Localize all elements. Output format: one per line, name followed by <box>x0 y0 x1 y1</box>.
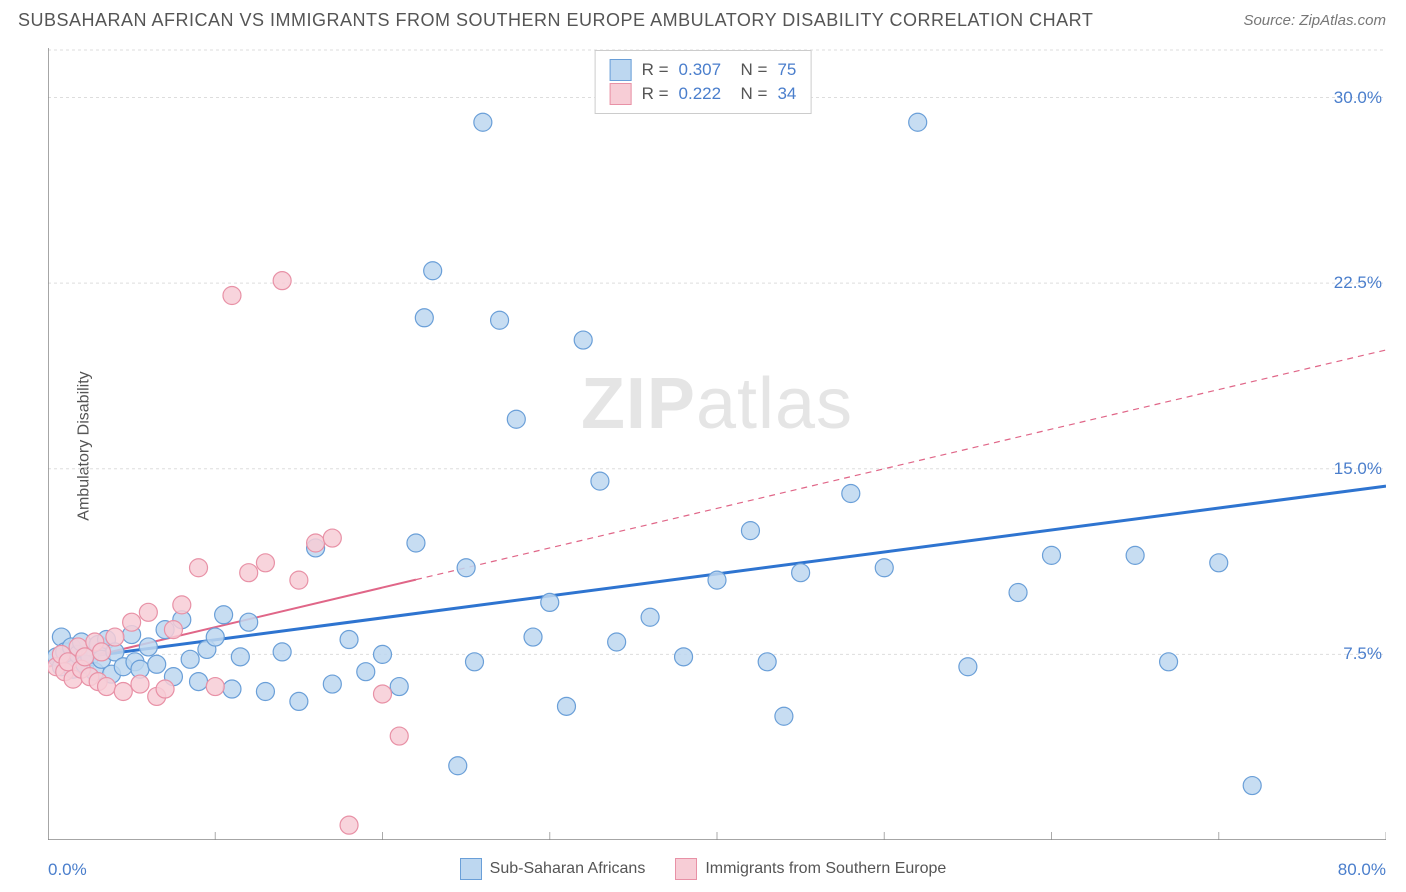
chart-title: SUBSAHARAN AFRICAN VS IMMIGRANTS FROM SO… <box>18 10 1093 31</box>
chart-source: Source: ZipAtlas.com <box>1243 12 1386 29</box>
legend-label-1: Sub-Saharan Africans <box>490 860 646 878</box>
legend-swatch-pink <box>675 858 697 880</box>
legend-swatch-pink <box>610 83 632 105</box>
correlation-legend: R = 0.307 N = 75 R = 0.222 N = 34 <box>595 50 812 114</box>
scatter-plot-svg <box>48 48 1386 840</box>
legend-swatch-blue <box>610 59 632 81</box>
y-tick-label: 22.5% <box>1334 273 1382 293</box>
y-tick-label: 15.0% <box>1334 459 1382 479</box>
y-tick-label: 7.5% <box>1343 644 1382 664</box>
chart-header: SUBSAHARAN AFRICAN VS IMMIGRANTS FROM SO… <box>0 0 1406 39</box>
correlation-row-1: R = 0.307 N = 75 <box>610 59 797 81</box>
chart-plot-area: ZIPatlas 7.5%15.0%22.5%30.0% <box>48 48 1386 840</box>
legend-label-2: Immigrants from Southern Europe <box>705 860 946 878</box>
series-legend: Sub-Saharan Africans Immigrants from Sou… <box>0 858 1406 880</box>
correlation-row-2: R = 0.222 N = 34 <box>610 83 797 105</box>
legend-swatch-blue <box>460 858 482 880</box>
legend-item-1: Sub-Saharan Africans <box>460 858 646 880</box>
legend-item-2: Immigrants from Southern Europe <box>675 858 946 880</box>
y-tick-label: 30.0% <box>1334 88 1382 108</box>
